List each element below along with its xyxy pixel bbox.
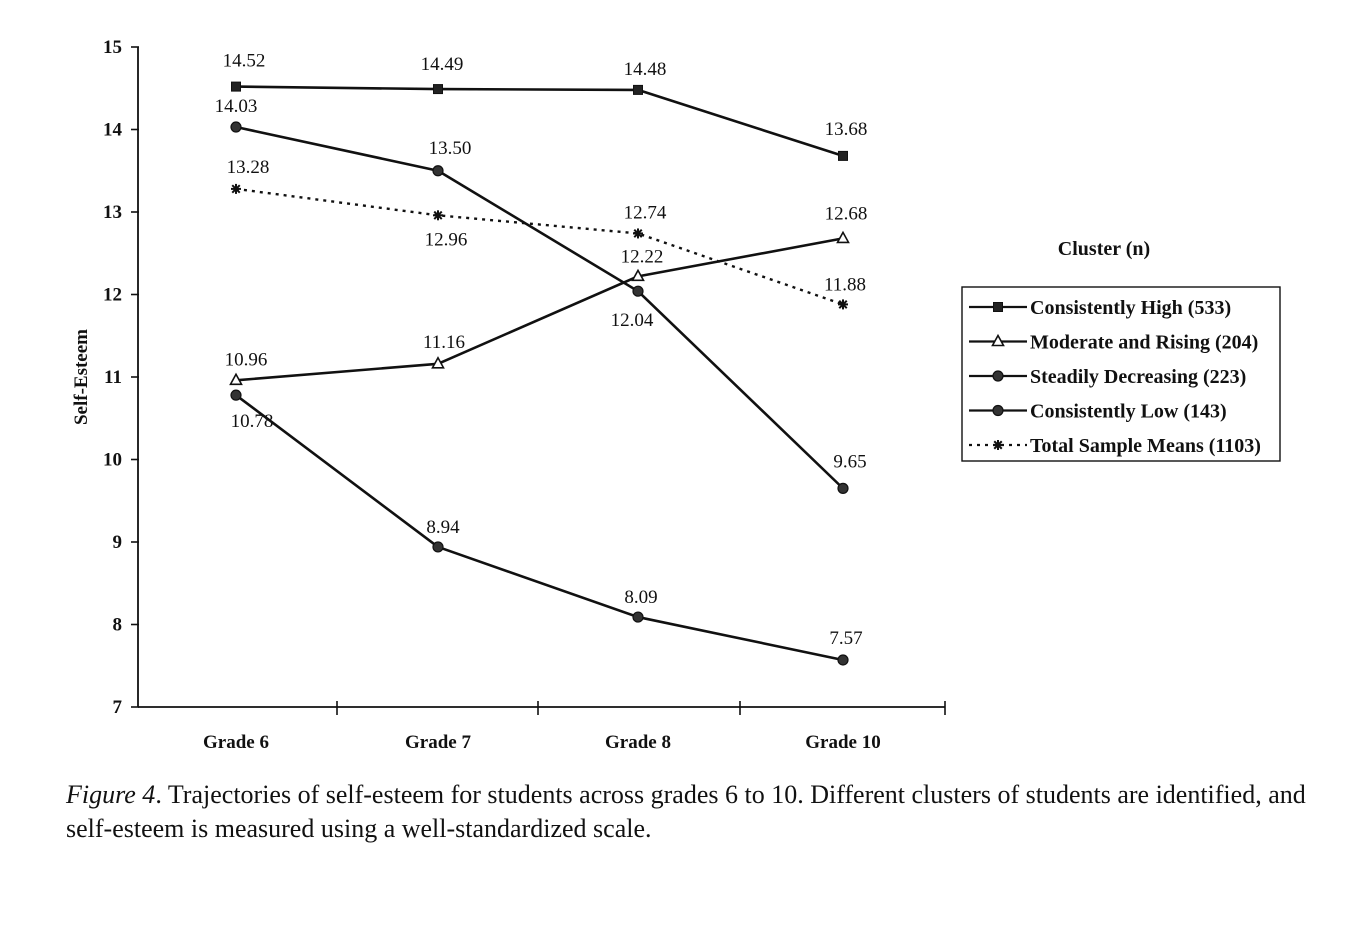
series-3-point [230, 121, 242, 133]
series-line-4 [235, 394, 844, 662]
chart: 7 8 9 10 11 12 13 14 15 Grade 6 Grade 7 Grade 8 Grad… [71, 37, 1281, 753]
series-5-data-label: 12.96 [425, 229, 468, 250]
series-3-data-label: 12.04 [611, 310, 654, 331]
series-3-data-label: 9.65 [833, 451, 866, 472]
y-tick-label: 9 [113, 532, 123, 553]
series-1-data-label: 14.49 [421, 54, 464, 75]
y-axis-title: Self-Esteem [71, 329, 92, 425]
series-1-data-label: 14.48 [624, 59, 667, 80]
series-1-point [633, 84, 643, 95]
series-5-data-label: 11.88 [824, 274, 866, 295]
series-line-1 [235, 85, 844, 158]
legend-swatch-marker [992, 370, 1004, 382]
series-1-point [433, 84, 443, 95]
x-tick-label: Grade 8 [605, 732, 671, 753]
legend-swatch-marker [991, 333, 1005, 347]
chart-data-labels: 14.52 14.49 14.48 13.68 10.96 11.16 12.22 12.68… [215, 51, 868, 649]
series-5-point [433, 210, 443, 221]
x-tick-label: Grade 6 [203, 732, 269, 753]
series-5-data-label: 13.28 [227, 157, 270, 178]
y-tick-label: 8 [113, 615, 123, 636]
series-1-point [838, 150, 848, 161]
series-4-point [632, 611, 644, 623]
legend-entry-label: Moderate and Rising (204) [1030, 332, 1258, 354]
y-tick-label: 7 [113, 697, 123, 718]
series-4-point [230, 389, 242, 401]
series-5-data-label: 12.74 [624, 202, 667, 223]
legend-swatch-marker [993, 302, 1003, 312]
series-1-data-label: 13.68 [825, 119, 868, 140]
chart-series-lines [235, 85, 844, 662]
legend-entry-label: Consistently High (533) [1030, 297, 1231, 319]
legend-entry-label: Steadily Decreasing (223) [1030, 366, 1246, 388]
y-tick-label: 12 [103, 285, 122, 306]
series-4-data-label: 10.78 [231, 411, 274, 432]
series-line-2 [235, 237, 844, 382]
series-4-data-label: 7.57 [829, 628, 862, 649]
series-3-data-label: 14.03 [215, 96, 258, 117]
chart-legend: Cluster (n) Consistently High (533) Modera… [961, 238, 1281, 462]
chart-series-markers [229, 81, 850, 666]
series-line-3 [235, 125, 844, 490]
y-tick-label: 10 [103, 450, 122, 471]
series-4-data-label: 8.09 [624, 587, 657, 608]
series-3-point [632, 285, 644, 297]
y-tick-label: 14 [103, 120, 123, 141]
series-3-point [432, 165, 444, 177]
series-5-point [231, 183, 241, 194]
series-3-point [837, 482, 849, 494]
series-4-point [837, 654, 849, 666]
legend-entry-label: Total Sample Means (1103) [1030, 435, 1261, 457]
x-tick-label: Grade 10 [805, 732, 880, 753]
figure-caption-text: . Trajectories of self-esteem for studen… [66, 780, 1306, 843]
legend-title: Cluster (n) [1058, 238, 1150, 260]
series-2-data-label: 11.16 [423, 332, 465, 353]
y-tick-label: 15 [103, 37, 122, 58]
chart-axes: 7 8 9 10 11 12 13 14 15 Grade 6 Grade 7 Grade 8 Grad… [71, 37, 946, 753]
legend-entry-label: Consistently Low (143) [1030, 401, 1227, 423]
series-2-data-label: 12.22 [621, 246, 664, 267]
series-4-data-label: 8.94 [426, 517, 460, 538]
series-3-data-label: 13.50 [429, 138, 472, 159]
series-1-data-label: 14.52 [223, 51, 266, 72]
series-2-point [631, 268, 645, 282]
legend-swatch-marker [993, 440, 1003, 450]
y-tick-label: 11 [104, 367, 122, 388]
series-1-point [231, 81, 241, 92]
series-5-point [838, 299, 848, 310]
series-2-point [229, 372, 243, 386]
legend-swatch-marker [992, 404, 1004, 417]
series-4-point [432, 541, 444, 553]
series-2-data-label: 12.68 [825, 203, 868, 224]
series-line-5 [235, 187, 844, 306]
x-tick-label: Grade 7 [405, 732, 471, 753]
y-tick-label: 13 [103, 202, 122, 223]
legend-box [961, 286, 1281, 462]
series-2-point [836, 230, 850, 244]
figure-caption: Figure 4. Trajectories of self-esteem fo… [66, 778, 1306, 846]
series-5-point [633, 228, 643, 239]
figure-caption-label: Figure 4 [66, 780, 156, 809]
series-2-point [431, 356, 445, 369]
series-2-data-label: 10.96 [225, 349, 268, 370]
